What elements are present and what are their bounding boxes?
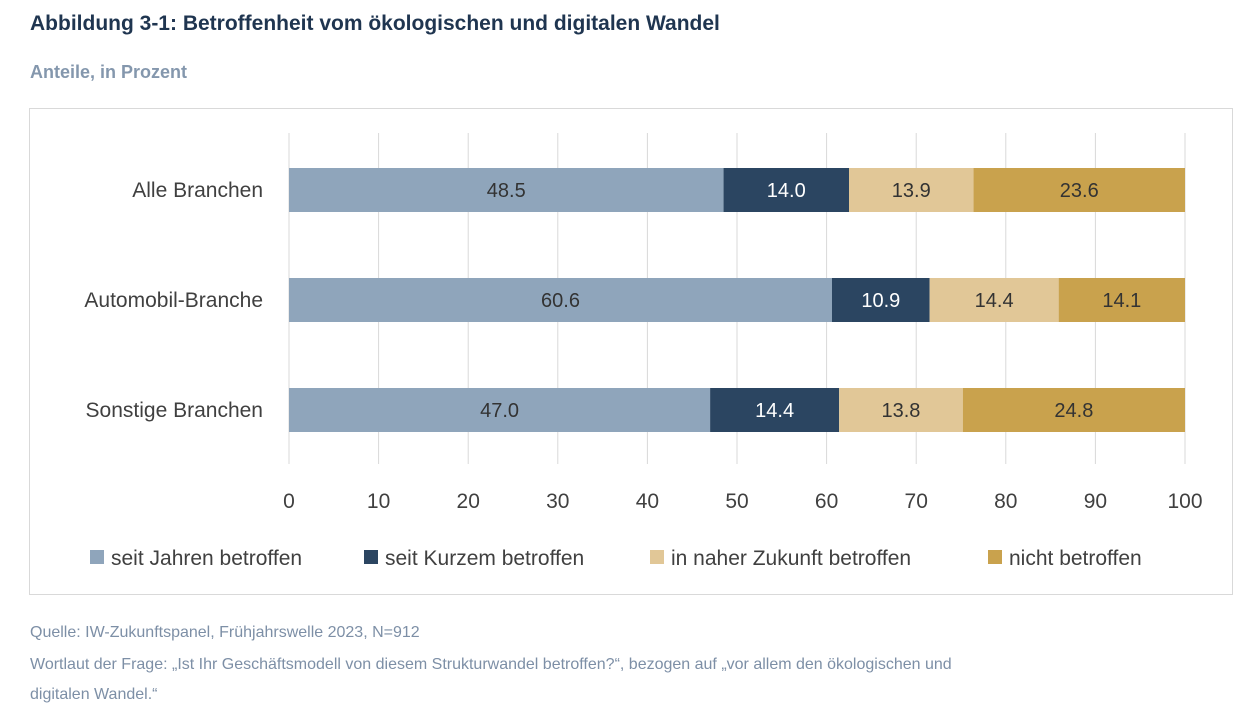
bar-segment [849, 168, 974, 212]
x-tick-label: 10 [367, 490, 390, 513]
bar-segment [962, 388, 1185, 432]
x-tick-label: 20 [457, 490, 480, 513]
source-note: Quelle: IW-Zukunftspanel, Frühjahrswelle… [30, 624, 420, 641]
bar-segment [1058, 278, 1185, 322]
data-label: 24.8 [1054, 400, 1093, 422]
legend-swatch [364, 550, 378, 564]
chart-title: Abbildung 3-1: Betroffenheit vom ökologi… [30, 12, 720, 35]
chart-subtitle: Anteile, in Prozent [30, 62, 188, 82]
category-label: Alle Branchen [132, 179, 263, 202]
legend-swatch [988, 550, 1002, 564]
question-note: Wortlaut der Frage: „Ist Ihr Geschäftsmo… [30, 656, 952, 673]
bar-segment [839, 388, 963, 432]
bar-segment [289, 168, 724, 212]
x-tick-label: 30 [546, 490, 569, 513]
chart-frame: 0 10 20 30 40 50 60 70 80 90 100 Alle Branchen 48.5 1… [29, 108, 1233, 595]
legend-label: seit Jahren betroffen [111, 547, 302, 570]
legend-label: nicht betroffen [1009, 547, 1142, 570]
x-tick-label: 80 [994, 490, 1017, 513]
data-label: 14.0 [767, 180, 806, 202]
data-label: 23.6 [1060, 180, 1099, 202]
category-label: Automobil-Branche [84, 289, 263, 312]
bar-segment [929, 278, 1059, 322]
data-label: 48.5 [487, 180, 526, 202]
bar-segment [723, 168, 849, 212]
x-tick-label: 90 [1084, 490, 1107, 513]
x-tick-label: 40 [636, 490, 659, 513]
bar-segment [289, 388, 711, 432]
question-note-continued: digitalen Wandel.“ [30, 686, 158, 703]
bar-segment [831, 278, 930, 322]
x-tick-label: 50 [725, 490, 748, 513]
bar-segment [710, 388, 840, 432]
legend-label: in naher Zukunft betroffen [671, 547, 911, 570]
data-label: 10.9 [861, 290, 900, 312]
data-label: 14.4 [755, 400, 794, 422]
data-label: 14.1 [1102, 290, 1141, 312]
data-label: 60.6 [541, 290, 580, 312]
legend-swatch [650, 550, 664, 564]
bar-segment [973, 168, 1185, 212]
x-tick-label: 0 [283, 490, 295, 513]
legend-label: seit Kurzem betroffen [385, 547, 584, 570]
category-label: Sonstige Branchen [86, 399, 263, 422]
legend-swatch [90, 550, 104, 564]
data-label: 14.4 [975, 290, 1014, 312]
x-tick-label: 60 [815, 490, 838, 513]
stacked-bar-chart: 0 10 20 30 40 50 60 70 80 90 100 Alle Branchen 48.5 1… [84, 133, 1203, 570]
bar-segment [289, 278, 832, 322]
data-label: 47.0 [480, 400, 519, 422]
data-label: 13.8 [881, 400, 920, 422]
x-tick-label: 100 [1167, 490, 1202, 513]
x-tick-label: 70 [905, 490, 928, 513]
data-label: 13.9 [892, 180, 931, 202]
